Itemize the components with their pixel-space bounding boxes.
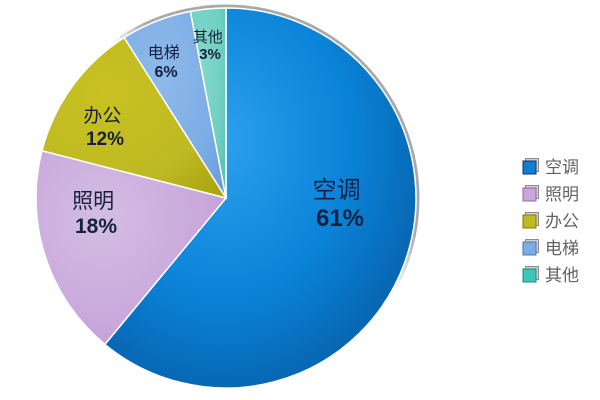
svg-text:空调 61%: 空调 61% [313,177,368,232]
svg-text:照明: 照明 [545,185,579,204]
svg-text:其他: 其他 [545,266,579,285]
svg-text:办公: 办公 [545,212,579,231]
svg-text:空调: 空调 [545,158,579,177]
svg-text:电梯: 电梯 [545,239,579,258]
